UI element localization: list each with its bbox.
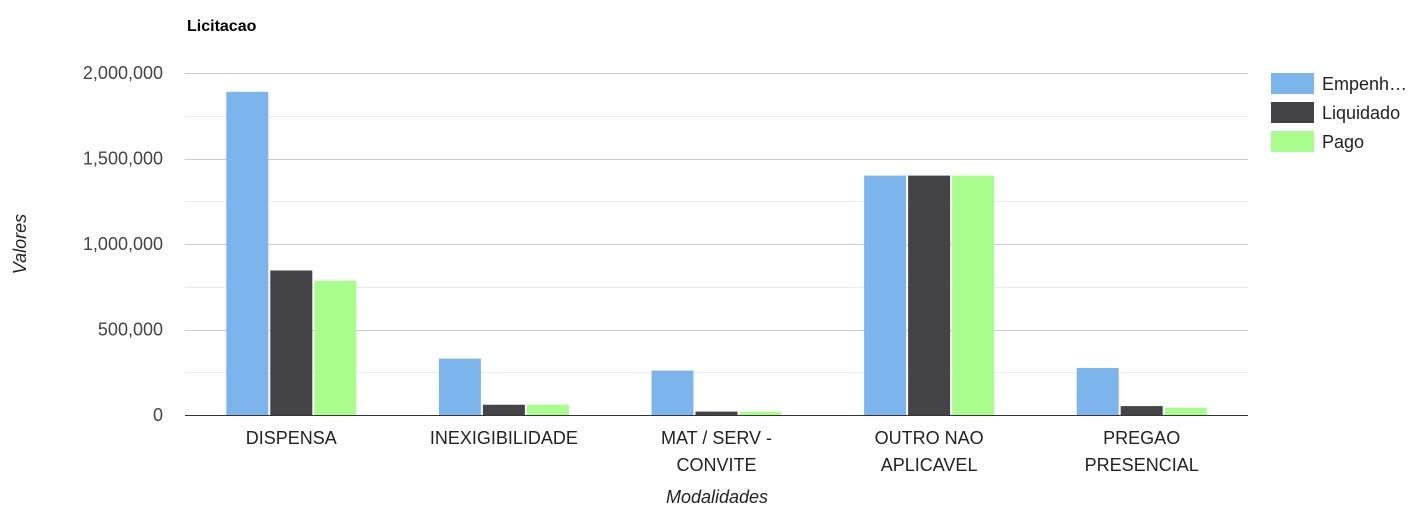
legend-swatch <box>1271 131 1314 152</box>
legend-item[interactable]: Liquidado <box>1271 102 1400 123</box>
bar <box>864 175 907 415</box>
bar <box>482 404 525 415</box>
x-tick-label: CONVITE <box>676 455 756 475</box>
y-tick-label: 0 <box>153 405 163 425</box>
x-tick-label: PRESENCIAL <box>1085 455 1199 475</box>
x-tick-label: PREGAO <box>1103 428 1180 448</box>
bar <box>1120 406 1163 415</box>
legend-label: Liquidado <box>1322 103 1400 123</box>
legend-item[interactable]: Pago <box>1271 131 1364 152</box>
bars <box>226 91 1207 415</box>
bar <box>651 370 694 415</box>
x-tick-label: OUTRO NAO <box>875 428 984 448</box>
legend-label: Empenh… <box>1322 74 1407 94</box>
bar <box>1164 407 1207 415</box>
legend-swatch <box>1271 102 1314 123</box>
bar <box>908 175 951 415</box>
bar <box>695 411 738 415</box>
bar <box>739 411 782 415</box>
legend-swatch <box>1271 73 1314 94</box>
legend-item[interactable]: Empenh… <box>1271 73 1407 94</box>
bar <box>526 404 569 415</box>
x-tick-label: INEXIGIBILIDADE <box>430 428 578 448</box>
legend[interactable]: Empenh… Liquidado Pago <box>1271 73 1407 152</box>
bar <box>314 280 357 415</box>
y-axis-ticks: 0 500,000 1,000,000 1,500,000 2,000,000 <box>83 63 163 425</box>
bar <box>1076 367 1119 415</box>
y-tick-label: 500,000 <box>98 320 163 340</box>
x-tick-label: DISPENSA <box>246 428 337 448</box>
x-axis-ticks: DISPENSA INEXIGIBILIDADE MAT / SERV - CONVI… <box>246 428 1199 475</box>
y-tick-label: 1,500,000 <box>83 149 163 169</box>
bar <box>952 175 995 415</box>
gridlines <box>185 73 1248 373</box>
x-axis-title: Modalidades <box>666 487 768 507</box>
legend-label: Pago <box>1322 132 1364 152</box>
x-tick-label: APLICAVEL <box>881 455 978 475</box>
bar <box>270 270 313 415</box>
y-tick-label: 1,000,000 <box>83 234 163 254</box>
x-tick-label: MAT / SERV - <box>661 428 772 448</box>
y-tick-label: 2,000,000 <box>83 63 163 83</box>
bar <box>438 358 481 415</box>
chart-title: Licitacao <box>187 18 257 35</box>
y-axis-title: Valores <box>10 214 30 274</box>
bar <box>226 91 269 415</box>
